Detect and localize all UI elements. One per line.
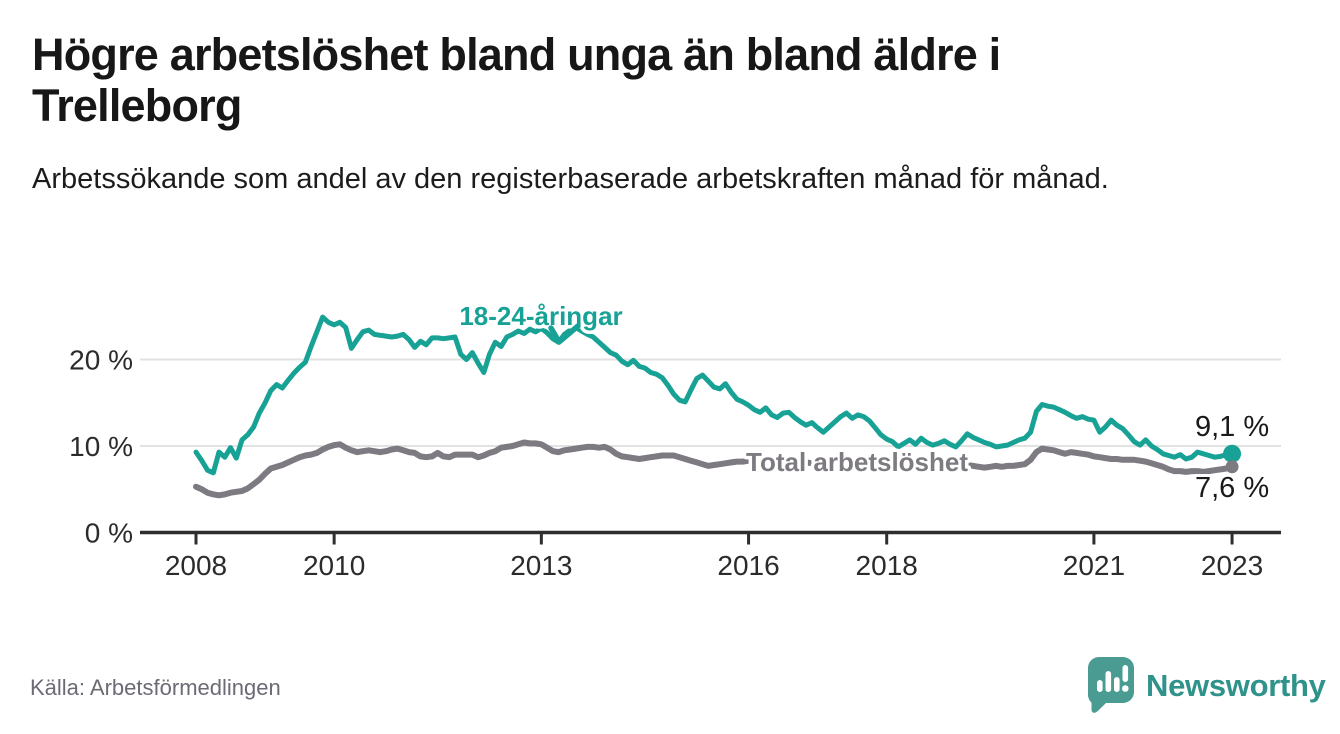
total-end-value-label: 7,6 % [1195, 472, 1269, 504]
exclamation-stroke [1122, 665, 1129, 682]
x-tick-label-2010: 2010 [303, 550, 365, 581]
bar-chart-bar-tall [1105, 671, 1112, 692]
page-subtitle: Arbetssökande som andel av den registerb… [32, 162, 1109, 195]
bar-chart-bar-short [1097, 680, 1103, 692]
youth-series-line [193, 314, 1235, 476]
brand-name: Newsworthy [1146, 668, 1326, 703]
youth-end-value-label: 9,1 % [1195, 411, 1269, 443]
total-end-dot [1225, 460, 1239, 474]
total-series-label: Total arbetslöshet [746, 447, 968, 477]
total-series-line [193, 439, 1235, 499]
brand-logo: Newsworthy [1086, 655, 1326, 717]
bar-chart-bar-mid [1114, 677, 1120, 692]
header: Högre arbetslöshet bland unga än bland ä… [32, 29, 1142, 200]
x-tick-label-2023: 2023 [1201, 550, 1263, 581]
newsworthy-speech-bubble-icon [1087, 657, 1134, 713]
x-tick-label-2016: 2016 [717, 550, 779, 581]
y-tick-label-20: 20 % [69, 345, 133, 376]
page-title: Högre arbetslöshet bland unga än bland ä… [32, 29, 1001, 131]
y-tick-label-0: 0 % [85, 518, 133, 549]
x-tick-label-2021: 2021 [1063, 550, 1125, 581]
youth-end-dot [1223, 444, 1242, 463]
x-tick-label-2013: 2013 [510, 550, 572, 581]
x-tick-label-2008: 2008 [165, 550, 227, 581]
youth-label-arrow-icon [548, 323, 581, 345]
x-tick-label-2018: 2018 [856, 550, 918, 581]
y-tick-label-10: 10 % [69, 431, 133, 462]
source-note: Källa: Arbetsförmedlingen [30, 675, 281, 700]
exclamation-dot [1122, 685, 1129, 692]
youth-series-label: 18-24-åringar [459, 301, 622, 331]
